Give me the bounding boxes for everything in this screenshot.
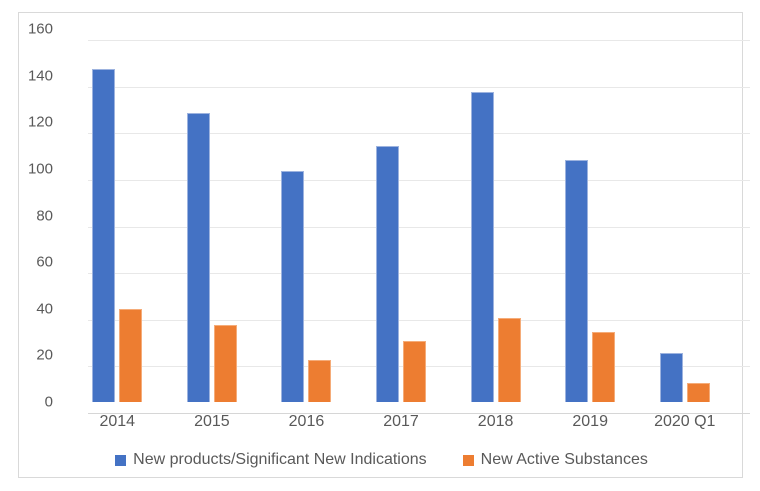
y-axis: 0 20 40 60 80 100 120 140 160 [19,21,61,411]
bar-series-1-2016 [308,360,332,402]
y-tick-label-120: 120 [27,113,53,131]
y-tick-label-80: 80 [36,207,53,224]
bar-group-2020-q1 [637,29,732,402]
gridline-140 [88,86,750,88]
x-tick-label-2018: 2018 [477,413,514,430]
legend: New products/Significant New Indications… [19,448,744,472]
bar-group-2019 [543,29,638,402]
legend-item-1: New Active Substances [462,451,648,469]
y-tick-label-140: 140 [27,67,53,85]
y-tick-label-60: 60 [36,253,53,271]
bar-group-2015 [165,29,260,402]
gridline-160 [88,40,750,41]
bar-series-0-2014 [92,68,116,402]
bar-series-0-2020-q1 [659,353,683,402]
bar-series-0-2019 [565,159,589,402]
bar-group-2018 [448,29,543,402]
x-tick-label-2014: 2014 [99,413,136,430]
bar-groups [70,29,732,402]
gridline-100 [88,179,750,181]
legend-item-0: New products/Significant New Indications [115,451,427,469]
x-tick-label-2019: 2019 [572,413,608,430]
bar-series-0-2016 [281,171,305,402]
x-tick-label-2017: 2017 [383,413,419,430]
gridline-40 [88,319,750,321]
gridline-60 [88,273,750,275]
gridline-80 [88,226,750,228]
x-tick-label-2020-q1: 2020 Q1 [654,413,716,430]
bar-series-1-2020-q1 [686,383,710,402]
bar-series-0-2015 [186,112,210,402]
legend-label: New products/Significant New Indications [133,451,427,468]
y-tick-label-40: 40 [36,300,53,318]
legend-marker-icon [115,454,127,466]
bar-series-1-2015 [213,325,237,402]
y-tick-label-20: 20 [36,346,53,364]
gridline-120 [88,133,750,135]
legend-label: New Active Substances [480,451,648,468]
bar-group-2014 [70,29,165,402]
x-tick-label-2015: 2015 [194,413,230,430]
bar-group-2016 [259,29,354,402]
y-tick-label-160: 160 [27,20,53,38]
bar-series-1-2018 [497,318,521,402]
y-tick-label-100: 100 [27,160,53,178]
bar-series-1-2019 [592,332,616,402]
y-tick-label-0: 0 [44,393,53,411]
chart-frame: 0 20 40 60 80 100 120 140 160 2014 2015 2016 2017 20… [18,12,750,478]
bar-group-2017 [354,29,449,402]
bar-series-0-2017 [376,145,400,402]
x-axis: 2014 2015 2016 2017 2018 2019 2020 Q1 [70,411,732,433]
bar-series-1-2017 [403,341,427,402]
bar-series-1-2014 [119,308,143,402]
bar-series-0-2018 [470,91,494,402]
x-axis-line [88,413,750,414]
legend-marker-icon [462,454,474,466]
x-tick-label-2016: 2016 [288,413,325,430]
